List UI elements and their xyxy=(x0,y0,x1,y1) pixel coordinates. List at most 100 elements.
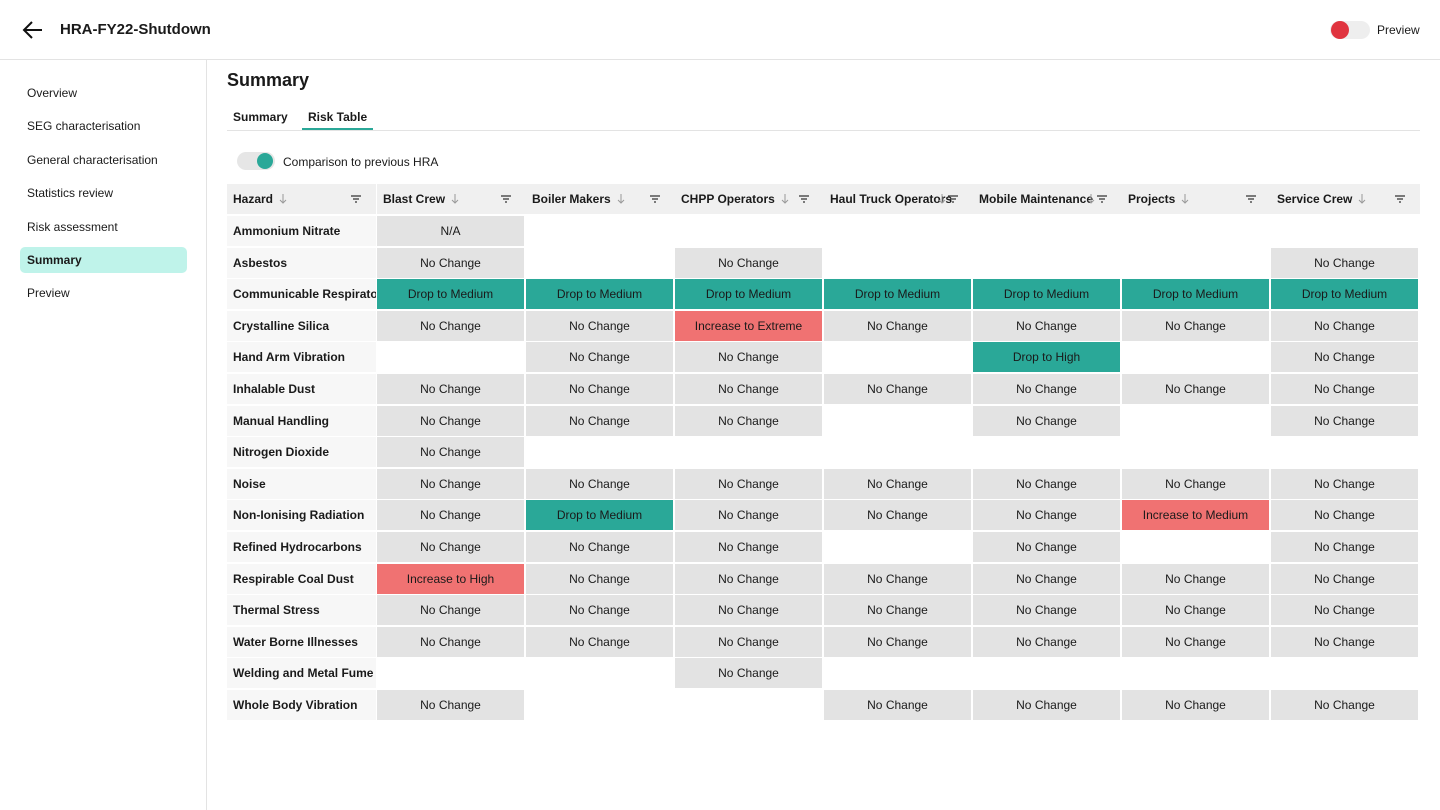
nav-item[interactable]: Statistics review xyxy=(27,186,114,201)
filter-icon[interactable] xyxy=(798,193,810,205)
sort-icon[interactable] xyxy=(1085,193,1097,205)
page-title: HRA-FY22-Shutdown xyxy=(60,21,211,38)
column-header: Service Crew xyxy=(1271,184,1420,214)
column-header: Mobile Maintenance xyxy=(973,184,1122,214)
sidebar-divider xyxy=(206,60,207,810)
hazard-cell: Non-Ionising Radiation xyxy=(227,500,376,531)
risk-cell: No Change xyxy=(675,468,822,499)
risk-cell: No Change xyxy=(973,405,1120,436)
risk-cell: No Change xyxy=(675,595,822,626)
risk-cell: No Change xyxy=(377,500,524,531)
nav-item[interactable]: Summary xyxy=(20,247,187,273)
risk-cell: No Change xyxy=(1271,595,1418,626)
risk-cell: Drop to Medium xyxy=(377,279,524,310)
back-arrow[interactable] xyxy=(22,20,44,40)
column-header-text: Mobile Maintenance xyxy=(979,192,1094,206)
risk-cell: No Change xyxy=(824,690,971,720)
nav-item[interactable]: Overview xyxy=(27,86,78,100)
hazard-cell: Thermal Stress xyxy=(227,595,376,626)
filter-icon[interactable] xyxy=(1096,193,1108,205)
filter-icon[interactable] xyxy=(1245,193,1257,205)
column-header-text: Haul Truck Operators xyxy=(830,192,953,206)
risk-cell: No Change xyxy=(1122,690,1269,720)
preview-toggle[interactable] xyxy=(1330,21,1370,39)
risk-cell: No Change xyxy=(377,595,524,626)
risk-cell: No Change xyxy=(973,532,1120,562)
sort-icon[interactable] xyxy=(615,193,627,205)
tab-divider xyxy=(227,130,1420,131)
risk-cell: Increase to Medium xyxy=(1122,500,1269,531)
hazard-cell: Manual Handling xyxy=(227,405,376,436)
risk-cell: No Change xyxy=(675,374,822,404)
risk-cell: No Change xyxy=(1271,626,1418,657)
risk-cell: No Change xyxy=(1122,595,1269,626)
risk-cell: No Change xyxy=(377,532,524,562)
nav-item[interactable]: SEG characterisation xyxy=(27,119,141,134)
section-title: Summary xyxy=(227,70,310,90)
risk-cell: No Change xyxy=(377,437,524,468)
hazard-cell: Hand Arm Vibration xyxy=(227,342,376,373)
risk-cell: No Change xyxy=(973,563,1120,594)
risk-cell: No Change xyxy=(973,374,1120,404)
risk-cell: No Change xyxy=(526,374,673,404)
risk-cell: No Change xyxy=(377,405,524,436)
risk-cell: No Change xyxy=(824,310,971,341)
risk-cell: No Change xyxy=(377,690,524,720)
risk-cell: No Change xyxy=(973,500,1120,531)
risk-cell: Drop to Medium xyxy=(526,500,673,531)
risk-cell: Drop to High xyxy=(973,342,1120,373)
column-header-text: Boiler Makers xyxy=(532,192,611,206)
column-header: CHPP Operators xyxy=(675,184,824,214)
sort-icon[interactable] xyxy=(1179,193,1191,205)
sort-icon[interactable] xyxy=(277,193,289,205)
column-header-text: Hazard xyxy=(233,192,274,206)
risk-cell: No Change xyxy=(824,595,971,626)
risk-cell: No Change xyxy=(526,468,673,499)
hazard-cell: Whole Body Vibration xyxy=(227,690,376,720)
sort-icon[interactable] xyxy=(1356,193,1368,205)
risk-cell: No Change xyxy=(1122,310,1269,341)
risk-cell: No Change xyxy=(1271,310,1418,341)
sort-icon[interactable] xyxy=(449,193,461,205)
nav-item[interactable]: General characterisation xyxy=(27,152,158,167)
risk-cell: No Change xyxy=(824,563,971,594)
risk-cell: Drop to Medium xyxy=(526,279,673,310)
risk-cell: No Change xyxy=(675,405,822,436)
tab[interactable]: Summary xyxy=(233,110,288,124)
hazard-cell: Nitrogen Dioxide xyxy=(227,437,376,468)
risk-cell: No Change xyxy=(675,247,822,278)
filter-icon[interactable] xyxy=(649,193,661,205)
sort-icon[interactable] xyxy=(936,193,948,205)
risk-cell: No Change xyxy=(675,626,822,657)
preview-label: Preview xyxy=(1377,23,1420,37)
risk-cell: No Change xyxy=(1271,532,1418,562)
nav-item[interactable]: Risk assessment xyxy=(27,219,118,234)
risk-cell: No Change xyxy=(675,658,822,689)
hazard-cell: Refined Hydrocarbons xyxy=(227,532,376,562)
filter-icon[interactable] xyxy=(1394,193,1406,205)
risk-cell: No Change xyxy=(377,374,524,404)
nav-item[interactable]: Preview xyxy=(27,286,70,301)
risk-cell: No Change xyxy=(377,310,524,341)
tab[interactable]: Risk Table xyxy=(302,110,374,130)
risk-cell: No Change xyxy=(526,532,673,562)
comparison-toggle[interactable] xyxy=(237,152,275,170)
hazard-cell: Water Borne Illnesses xyxy=(227,626,376,657)
sort-icon[interactable] xyxy=(779,193,791,205)
risk-cell: No Change xyxy=(973,595,1120,626)
column-header: Projects xyxy=(1122,184,1271,214)
hazard-cell: Respirable Coal Dust xyxy=(227,563,376,594)
column-header: Boiler Makers xyxy=(526,184,675,214)
filter-icon[interactable] xyxy=(500,193,512,205)
risk-cell: N/A xyxy=(377,216,524,246)
top-bar: HRA-FY22-Shutdown Preview xyxy=(0,0,1440,60)
hazard-cell: Welding and Metal Fume xyxy=(227,658,376,689)
risk-cell: Drop to Medium xyxy=(675,279,822,310)
filter-icon[interactable] xyxy=(947,193,959,205)
risk-cell: No Change xyxy=(1271,500,1418,531)
filter-icon[interactable] xyxy=(350,193,362,205)
risk-cell: Drop to Medium xyxy=(824,279,971,310)
risk-cell: No Change xyxy=(526,405,673,436)
risk-cell: No Change xyxy=(675,342,822,373)
risk-cell: No Change xyxy=(1122,626,1269,657)
